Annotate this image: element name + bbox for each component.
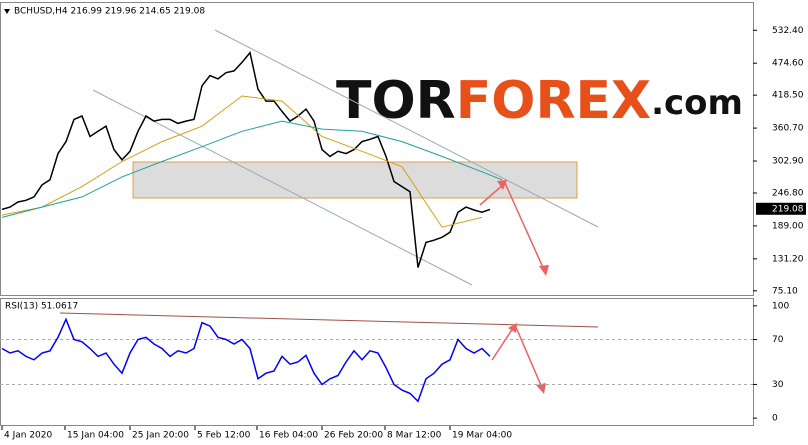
y-tick-label: 100: [772, 301, 789, 311]
rsi-title: RSI(13) 51.0617: [5, 302, 78, 312]
watermark-part: TOR: [336, 71, 456, 131]
price-frame: [0, 2, 754, 296]
x-tick-label: 5 Feb 12:00: [197, 431, 251, 441]
y-tick-label: 418.50: [772, 91, 804, 101]
arrow-head: [497, 180, 549, 276]
rsi-frame: [0, 298, 754, 426]
watermark: TORFOREX.com: [336, 71, 743, 131]
x-tick-label: 15 Jan 04:00: [67, 431, 124, 441]
y-tick-label: 474.60: [772, 59, 804, 69]
watermark-part: .com: [651, 83, 743, 123]
series-line: [1, 95, 483, 228]
y-tick-label: 75.10: [772, 286, 798, 296]
y-tick-label: 70: [772, 335, 784, 345]
last-price-label: 219.08: [772, 204, 804, 214]
x-tick-label: 4 Jan 2020: [4, 431, 52, 441]
series-line: [1, 51, 491, 268]
y-tick-label: 360.70: [772, 124, 804, 134]
series-line: [1, 120, 503, 218]
series-line: [1, 317, 491, 403]
y-tick-label: 302.90: [772, 157, 804, 167]
y-tick-label: 0: [772, 414, 778, 424]
x-tick-label: 19 Mar 04:00: [452, 431, 512, 441]
menu-icon: [4, 9, 10, 14]
x-tick-label: 26 Feb 20:00: [324, 431, 383, 441]
y-tick-label: 131.20: [772, 254, 804, 264]
x-tick-label: 8 Mar 12:00: [387, 431, 442, 441]
rsi-resistance: [59, 312, 599, 328]
last-price-box: [756, 202, 806, 215]
x-tick-label: 25 Jan 20:00: [132, 431, 189, 441]
y-tick-label: 189.00: [772, 221, 804, 231]
y-tick-label: 532.40: [772, 26, 804, 36]
y-tick-label: 30: [772, 380, 784, 390]
watermark-part: FOREX: [456, 71, 651, 131]
channel-line: [92, 89, 473, 286]
arrow-head: [508, 323, 546, 394]
price-title: BCHUSD,H4 216.99 219.96 214.65 219.08: [14, 7, 205, 17]
y-tick-label: 246.80: [772, 188, 804, 198]
zone: [132, 161, 578, 199]
channel-line: [214, 29, 599, 228]
x-tick-label: 16 Feb 04:00: [259, 431, 318, 441]
